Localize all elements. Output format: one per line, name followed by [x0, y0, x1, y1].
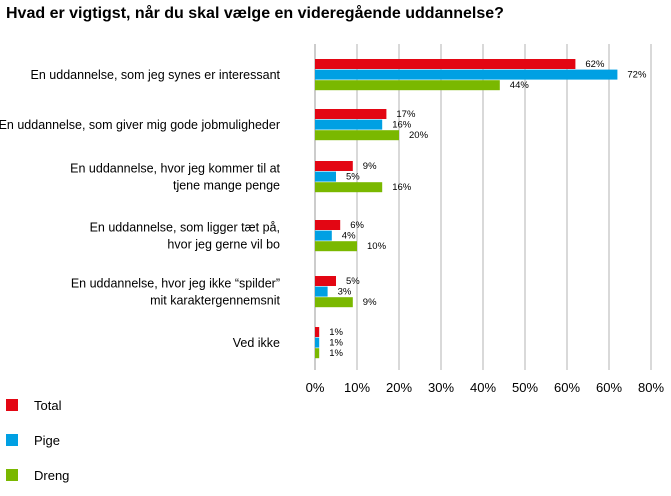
x-tick-label: 0% [306, 380, 325, 395]
data-label: 62% [585, 59, 605, 70]
bar-pige [315, 337, 320, 348]
data-label: 1% [329, 327, 343, 338]
x-tick-label: 60% [596, 380, 622, 395]
legend-label: Dreng [34, 467, 70, 483]
data-label: 1% [329, 338, 343, 349]
category-label: En uddannelse, som ligger tæt på, [90, 220, 280, 234]
legend-item-pige: Pige [6, 431, 60, 449]
bar-dreng [315, 348, 320, 359]
bar-total [315, 59, 576, 69]
data-label: 4% [342, 231, 356, 242]
data-label: 6% [350, 220, 364, 231]
x-tick-label: 80% [638, 380, 664, 395]
category-label: En uddannelse, hvor jeg ikke “spilder” [71, 276, 280, 290]
data-label: 44% [510, 80, 530, 91]
x-tick-label: 10% [344, 380, 370, 395]
data-label: 3% [338, 287, 352, 298]
data-label: 1% [329, 348, 343, 359]
category-label: hvor jeg gerne vil bo [167, 237, 280, 251]
data-label: 5% [346, 276, 360, 287]
bar-pige [315, 230, 332, 241]
bar-dreng [315, 297, 353, 308]
bar-pige [315, 119, 383, 130]
data-label: 16% [392, 182, 412, 193]
legend-item-total: Total [6, 396, 61, 414]
bar-total [315, 220, 341, 230]
bar-pige [315, 286, 328, 297]
x-tick-label: 50% [512, 380, 538, 395]
bar-total [315, 109, 387, 119]
legend-swatch [6, 469, 18, 481]
data-label: 5% [346, 172, 360, 183]
chart-title: Hvad er vigtigst, når du skal vælge en v… [6, 5, 504, 22]
bar-pige [315, 171, 336, 182]
data-label: 10% [367, 241, 387, 252]
x-tick-label: 30% [428, 380, 454, 395]
bar-dreng [315, 241, 357, 252]
category-label: tjene mange penge [173, 178, 280, 192]
bar-pige [315, 69, 618, 80]
bar-total [315, 161, 353, 171]
legend-item-dreng: Dreng [6, 466, 69, 484]
legend-label: Pige [34, 432, 61, 448]
category-label: mit karaktergennemsnit [150, 293, 280, 307]
legend-swatch [6, 434, 18, 446]
category-label: En uddannelse, hvor jeg kommer til at [70, 161, 280, 175]
x-tick-label: 20% [386, 380, 412, 395]
x-tick-label: 60% [554, 380, 580, 395]
bar-dreng [315, 182, 383, 193]
legend-label: Total [34, 397, 62, 413]
x-tick-label: 40% [470, 380, 496, 395]
bar-dreng [315, 80, 500, 91]
data-label: 9% [363, 297, 377, 308]
bar-dreng [315, 130, 399, 141]
data-label: 16% [392, 120, 412, 131]
bar-total [315, 327, 320, 337]
data-label: 9% [363, 161, 377, 172]
data-label: 17% [396, 109, 416, 120]
data-label: 72% [627, 70, 647, 81]
legend-swatch [6, 399, 18, 411]
category-label: Ved ikke [233, 336, 280, 350]
bar-total [315, 276, 336, 286]
data-label: 20% [409, 130, 429, 141]
category-label: En uddannelse, som jeg synes er interess… [31, 68, 281, 82]
category-label: En uddannelse, som giver mig gode jobmul… [0, 118, 280, 132]
